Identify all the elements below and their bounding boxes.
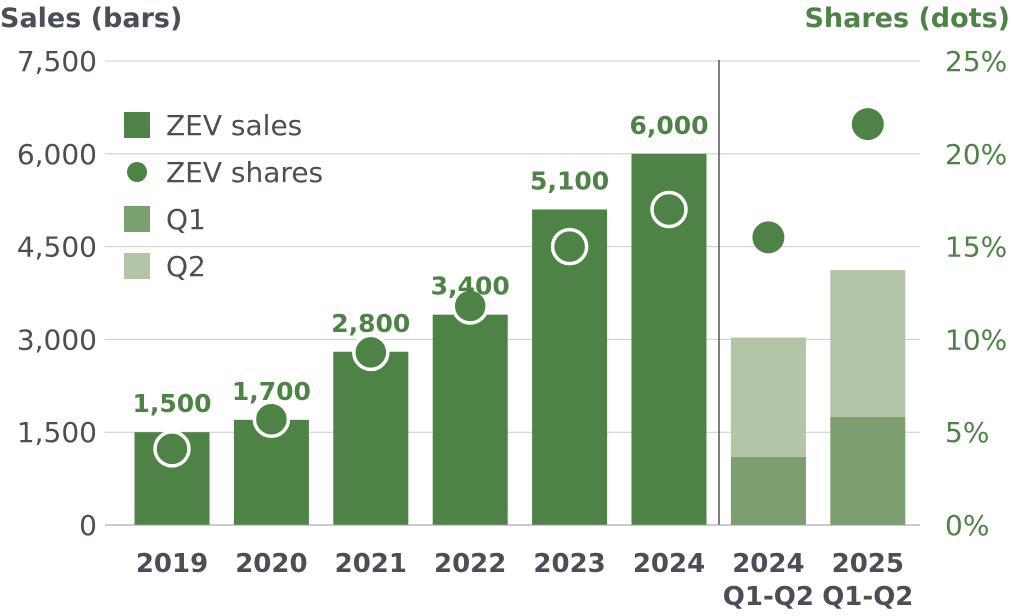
q1-bar [730,456,806,525]
sales-bar [432,314,508,525]
sales-value-label: 6,000 [629,111,708,140]
legend-circle-marker [127,162,147,182]
sales-value-label: 3,400 [431,272,510,301]
category-sublabel: Q1-Q2 [723,582,814,612]
share-dot [451,287,489,325]
left-axis-ticks: 0 1,500 3,000 4,500 6,000 7,500 [17,45,97,542]
sales-value-label: 1,500 [132,389,211,418]
q2-bar [730,337,806,457]
q2-bar [830,270,906,417]
left-tick-label: 7,500 [17,45,97,78]
bar-value-labels: 1,500 1,700 2,800 3,400 5,100 6,000 [132,111,708,418]
left-tick-label: 3,000 [17,323,97,356]
share-dot [550,227,589,266]
legend-label: Q1 [166,203,206,236]
legend-label: ZEV shares [166,156,323,189]
right-tick-label: 5% [945,416,989,449]
legend-square-marker [124,206,150,232]
sales-bar [333,351,409,525]
left-tick-label: 6,000 [17,138,97,171]
category-label: 2023 [533,549,605,579]
category-label: 2022 [434,549,506,579]
right-tick-label: 25% [945,45,1007,78]
right-tick-label: 20% [945,138,1007,171]
legend-label: ZEV sales [166,109,302,142]
share-dots [153,108,884,468]
q1-bar [830,416,906,525]
sales-value-label: 2,800 [331,309,410,338]
right-axis-title: Shares (dots) [804,3,1010,34]
right-axis-ticks: 0% 5% 10% 15% 20% 25% [945,45,1007,542]
category-label: 2024 [633,549,705,579]
legend-square-marker [124,112,150,138]
bars [134,153,906,526]
share-dot [352,333,390,372]
legend-label: Q2 [166,250,206,283]
sales-value-label: 1,700 [232,377,311,406]
category-label: 2020 [235,549,307,579]
left-tick-label: 0 [79,509,97,542]
right-tick-label: 10% [945,323,1007,356]
left-tick-label: 1,500 [17,416,97,449]
category-label: 2021 [335,549,407,579]
legend: ZEV sales ZEV shares Q1 Q2 [124,109,323,283]
share-dot [752,221,785,254]
share-dot [851,108,884,141]
sales-value-label: 5,100 [530,166,609,195]
x-axis-categories: 2019 2020 2021 2022 2023 2024 2024Q1-Q22025Q1-… [136,549,914,612]
category-label: 2019 [136,549,208,579]
share-dot [650,190,688,229]
right-tick-label: 15% [945,231,1007,264]
category-label: 2024 [732,549,804,579]
left-tick-label: 4,500 [17,231,97,264]
right-tick-label: 0% [945,509,989,542]
category-sublabel: Q1-Q2 [822,582,913,612]
category-label: 2025 [832,549,904,579]
share-dot [252,400,291,438]
legend-square-marker [124,253,150,279]
share-dot [153,430,191,468]
left-axis-title: Sales (bars) [0,3,182,34]
